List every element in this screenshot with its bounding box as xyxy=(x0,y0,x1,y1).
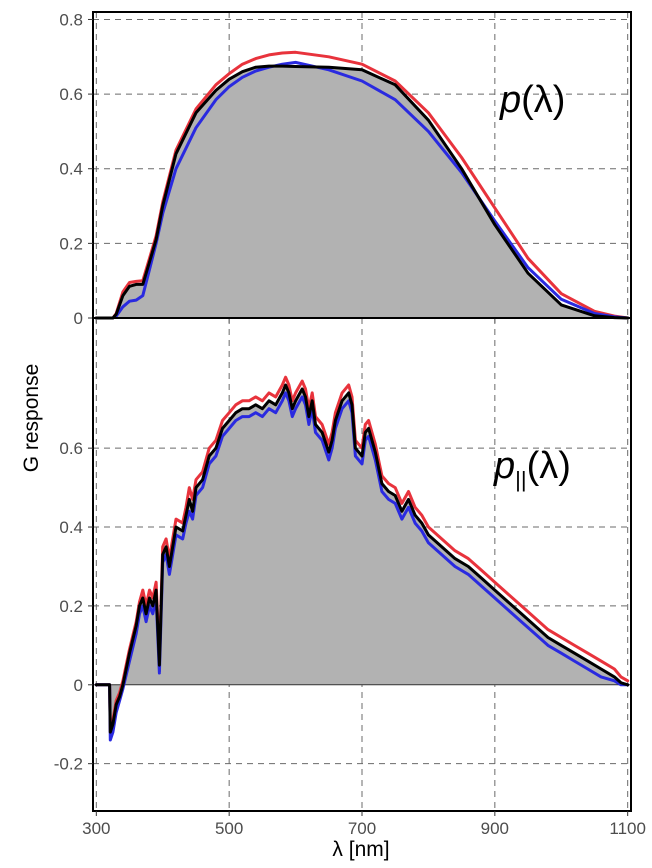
x-axis-title: λ [nm] xyxy=(332,838,389,861)
fill-area xyxy=(96,385,628,733)
x-tick-label: 1100 xyxy=(609,819,646,838)
y-tick-label: 0 xyxy=(74,676,83,695)
y-tick-label: 0 xyxy=(74,309,83,328)
panel-label-symbol: p xyxy=(493,445,515,487)
x-tick-label: 700 xyxy=(348,819,376,838)
x-tick-label: 300 xyxy=(82,819,110,838)
y-tick-label: -0.2 xyxy=(54,755,83,774)
y-tick-label: 0.4 xyxy=(59,160,83,179)
x-tick-label: 500 xyxy=(215,819,243,838)
series-line-1 xyxy=(94,64,630,320)
panel-label: p||(λ) xyxy=(493,445,571,492)
y-tick-label: 0.4 xyxy=(59,518,83,537)
y-tick-label: 0.2 xyxy=(59,597,83,616)
panel-label-argument: (λ) xyxy=(521,79,565,121)
panel-label: p(λ) xyxy=(499,79,565,121)
panel-2: -0.2 0 0.2 0.4 0.6 300 500 700 900 1100 p||(λ) xyxy=(54,317,646,838)
y-tick-label: 0.2 xyxy=(59,234,83,253)
series-line-2 xyxy=(94,375,630,734)
series-line-3 xyxy=(94,391,630,742)
panel-1: 0 0.2 0.4 0.6 0.8 p(λ) xyxy=(59,10,632,328)
series-line-2 xyxy=(94,50,630,320)
panel-label-argument: (λ) xyxy=(527,445,571,487)
y-tick-label: 0.8 xyxy=(59,10,83,29)
series-line-3 xyxy=(94,60,630,320)
y-axis-title: G response xyxy=(20,364,43,473)
panel-label-symbol: p xyxy=(499,79,521,121)
y-tick-label: 0.6 xyxy=(59,85,83,104)
fill-area xyxy=(96,66,628,318)
y-tick-label: 0.6 xyxy=(59,439,83,458)
x-tick-label: 900 xyxy=(481,819,509,838)
panel-label-subscript: || xyxy=(515,467,526,492)
series-line-1 xyxy=(94,383,630,734)
